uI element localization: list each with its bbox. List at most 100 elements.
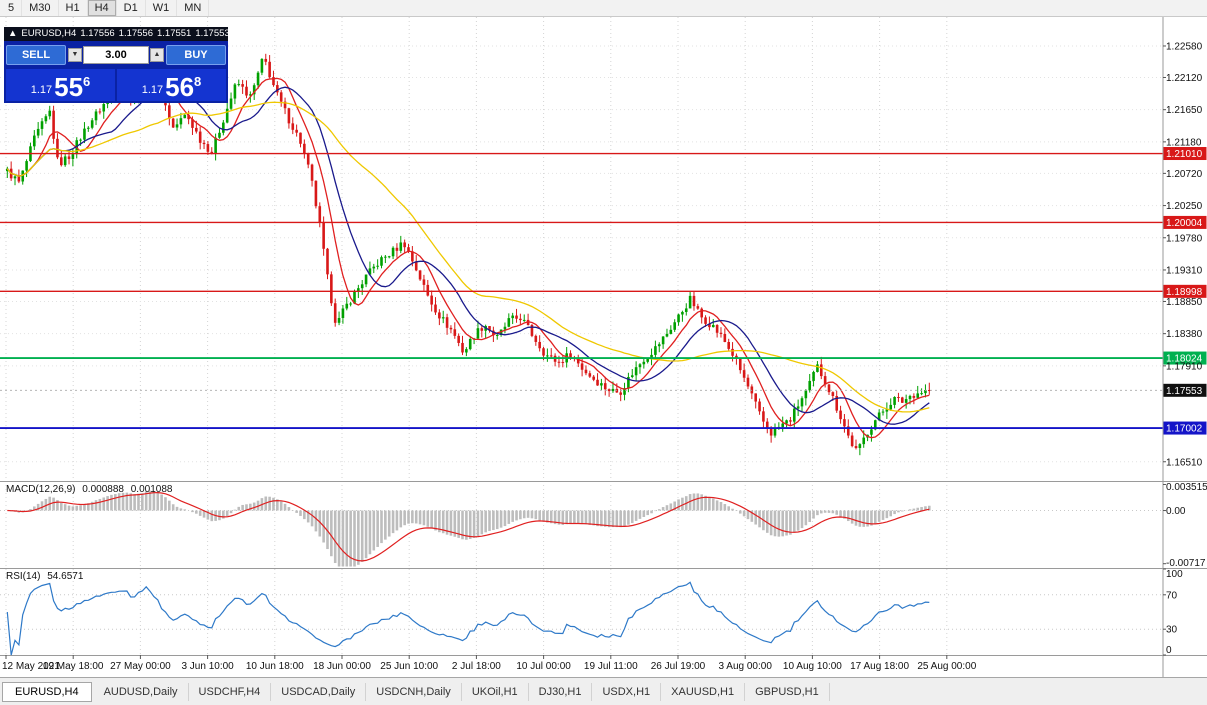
svg-text:0: 0 [1166, 645, 1172, 656]
ohlc-high: 1.17556 [118, 28, 153, 39]
chart-tab-usdcad-daily[interactable]: USDCAD,Daily [271, 682, 367, 701]
timeframe-button-m30[interactable]: M30 [22, 0, 59, 16]
svg-text:1.18850: 1.18850 [1166, 297, 1203, 308]
rsi-name: RSI(14) [6, 571, 41, 582]
svg-text:2 Jul 18:00: 2 Jul 18:00 [452, 661, 501, 672]
volume-stepper: ▼ 3.00 ▲ [68, 45, 164, 65]
chart-ohlc-header: ▲ EURUSD,H4 1.17556 1.17556 1.17551 1.17… [4, 27, 228, 41]
horizontal-lines-layer[interactable]: 1.21010 1.20004 1.18998 1.18024 1.17002 [0, 147, 1207, 435]
panel-separators [0, 481, 1207, 656]
ma-line-8 [6, 77, 930, 439]
sell-price-sup: 6 [83, 74, 91, 89]
svg-text:30: 30 [1166, 625, 1178, 636]
buy-price-big: 56 [165, 72, 195, 102]
timeframe-button-h1[interactable]: H1 [59, 0, 88, 16]
chart-tab-xauusd-h1[interactable]: XAUUSD,H1 [661, 682, 746, 701]
volume-input[interactable]: 3.00 [83, 46, 149, 64]
timeframe-toolbar: 5 M30 H1 H4 D1 W1 MN [0, 0, 1207, 17]
rsi-value: 54.6571 [47, 571, 84, 582]
svg-text:1.17910: 1.17910 [1166, 361, 1203, 372]
svg-text:1.21650: 1.21650 [1166, 105, 1203, 116]
svg-text:1.18024: 1.18024 [1166, 354, 1203, 365]
svg-text:1.18380: 1.18380 [1166, 329, 1203, 340]
svg-text:1.20004: 1.20004 [1166, 218, 1203, 229]
ma-line-16 [6, 86, 930, 425]
rsi-indicator-title: RSI(14) 54.6571 [6, 571, 87, 582]
svg-text:1.21010: 1.21010 [1166, 149, 1203, 160]
buy-price-prefix: 1.17 [141, 84, 164, 96]
svg-text:19 Jul 11:00: 19 Jul 11:00 [584, 661, 638, 672]
chart-tab-gbpusd-h1[interactable]: GBPUSD,H1 [745, 682, 830, 701]
sell-price-big: 55 [54, 72, 84, 102]
svg-text:10 Jun 18:00: 10 Jun 18:00 [246, 661, 304, 672]
svg-text:18 Jun 00:00: 18 Jun 00:00 [313, 661, 371, 672]
svg-text:27 May 00:00: 27 May 00:00 [110, 661, 171, 672]
sell-price-button[interactable]: 1.17 55 6 [6, 69, 115, 101]
svg-text:0.00: 0.00 [1166, 506, 1186, 517]
macd-indicator-title: MACD(12,26,9) 0.000888 0.001088 [6, 484, 176, 495]
macd-main-value: 0.000888 [82, 484, 124, 495]
timeframe-button-mn[interactable]: MN [177, 0, 210, 16]
svg-text:10 Jul 00:00: 10 Jul 00:00 [516, 661, 571, 672]
svg-text:100: 100 [1166, 569, 1183, 580]
buy-price-button[interactable]: 1.17 56 8 [117, 69, 226, 101]
svg-text:1.17553: 1.17553 [1166, 386, 1203, 397]
svg-text:1.19310: 1.19310 [1166, 265, 1203, 276]
svg-text:25 Jun 10:00: 25 Jun 10:00 [380, 661, 438, 672]
timeframe-button-h4[interactable]: H4 [87, 0, 117, 16]
price-axis[interactable]: 1.22580 1.22120 1.21650 1.21180 1.20720 1.202… [1162, 17, 1203, 677]
svg-text:-0.00717: -0.00717 [1166, 558, 1206, 569]
svg-text:25 Aug 00:00: 25 Aug 00:00 [917, 661, 976, 672]
chart-tab-dj30-h1[interactable]: DJ30,H1 [529, 682, 593, 701]
chart-tab-eurusd-h4[interactable]: EURUSD,H4 [2, 681, 92, 702]
timeframe-button-w1[interactable]: W1 [146, 0, 178, 16]
ohlc-close: 1.17553 [195, 28, 228, 39]
candlesticks-layer [6, 53, 931, 456]
svg-text:1.19780: 1.19780 [1166, 233, 1203, 244]
svg-text:12 May 2021: 12 May 2021 [2, 661, 60, 672]
collapse-arrow-icon[interactable]: ▲ [8, 28, 18, 39]
svg-text:1.22580: 1.22580 [1166, 41, 1203, 52]
svg-text:1.21180: 1.21180 [1166, 137, 1202, 148]
chart-tab-usdcnh-daily[interactable]: USDCNH,Daily [366, 682, 462, 701]
svg-text:1.22120: 1.22120 [1166, 73, 1203, 84]
grid-lines [0, 17, 1163, 655]
ma-line-40 [6, 101, 930, 413]
timeframe-button-5[interactable]: 5 [1, 0, 23, 16]
svg-text:10 Aug 10:00: 10 Aug 10:00 [783, 661, 842, 672]
svg-text:1.16510: 1.16510 [1166, 457, 1203, 468]
svg-text:1.20720: 1.20720 [1166, 169, 1203, 180]
svg-text:3 Aug 00:00: 3 Aug 00:00 [719, 661, 773, 672]
svg-text:3 Jun 10:00: 3 Jun 10:00 [181, 661, 234, 672]
symbol-label: EURUSD,H4 [21, 28, 77, 39]
svg-text:26 Jul 19:00: 26 Jul 19:00 [651, 661, 706, 672]
svg-text:70: 70 [1166, 590, 1178, 601]
timeframe-button-d1[interactable]: D1 [117, 0, 146, 16]
volume-down-icon[interactable]: ▼ [68, 48, 82, 62]
buy-price-sup: 8 [194, 74, 202, 89]
svg-text:1.18998: 1.18998 [1166, 287, 1203, 298]
chart-tab-audusd-daily[interactable]: AUDUSD,Daily [94, 682, 189, 701]
svg-text:0.003515: 0.003515 [1166, 482, 1207, 493]
chart-tab-usdx-h1[interactable]: USDX,H1 [592, 682, 662, 701]
svg-text:17 Aug 18:00: 17 Aug 18:00 [850, 661, 909, 672]
chart-tab-ukoil-h1[interactable]: UKOil,H1 [462, 682, 529, 701]
svg-text:19 May 18:00: 19 May 18:00 [43, 661, 104, 672]
macd-panel: 0.003515 0.00 -0.00717 [0, 482, 1207, 569]
macd-name: MACD(12,26,9) [6, 484, 76, 495]
chart-tab-usdchf-h4[interactable]: USDCHF,H4 [189, 682, 272, 701]
current-price-label: 1.17553 [0, 383, 1207, 397]
volume-up-icon[interactable]: ▲ [150, 48, 164, 62]
buy-button[interactable]: BUY [166, 45, 226, 65]
ohlc-low: 1.17551 [157, 28, 192, 39]
sell-button[interactable]: SELL [6, 45, 66, 65]
ohlc-open: 1.17556 [80, 28, 115, 39]
macd-signal-value: 0.001088 [130, 484, 173, 495]
chart-tabbar: EURUSD,H4 AUDUSD,Daily USDCHF,H4 USDCAD,Dai… [0, 677, 1207, 705]
svg-text:1.20250: 1.20250 [1166, 201, 1203, 212]
sell-price-prefix: 1.17 [30, 84, 53, 96]
one-click-trading-panel: SELL ▼ 3.00 ▲ BUY 1.17 55 6 1.17 56 8 [4, 41, 228, 103]
